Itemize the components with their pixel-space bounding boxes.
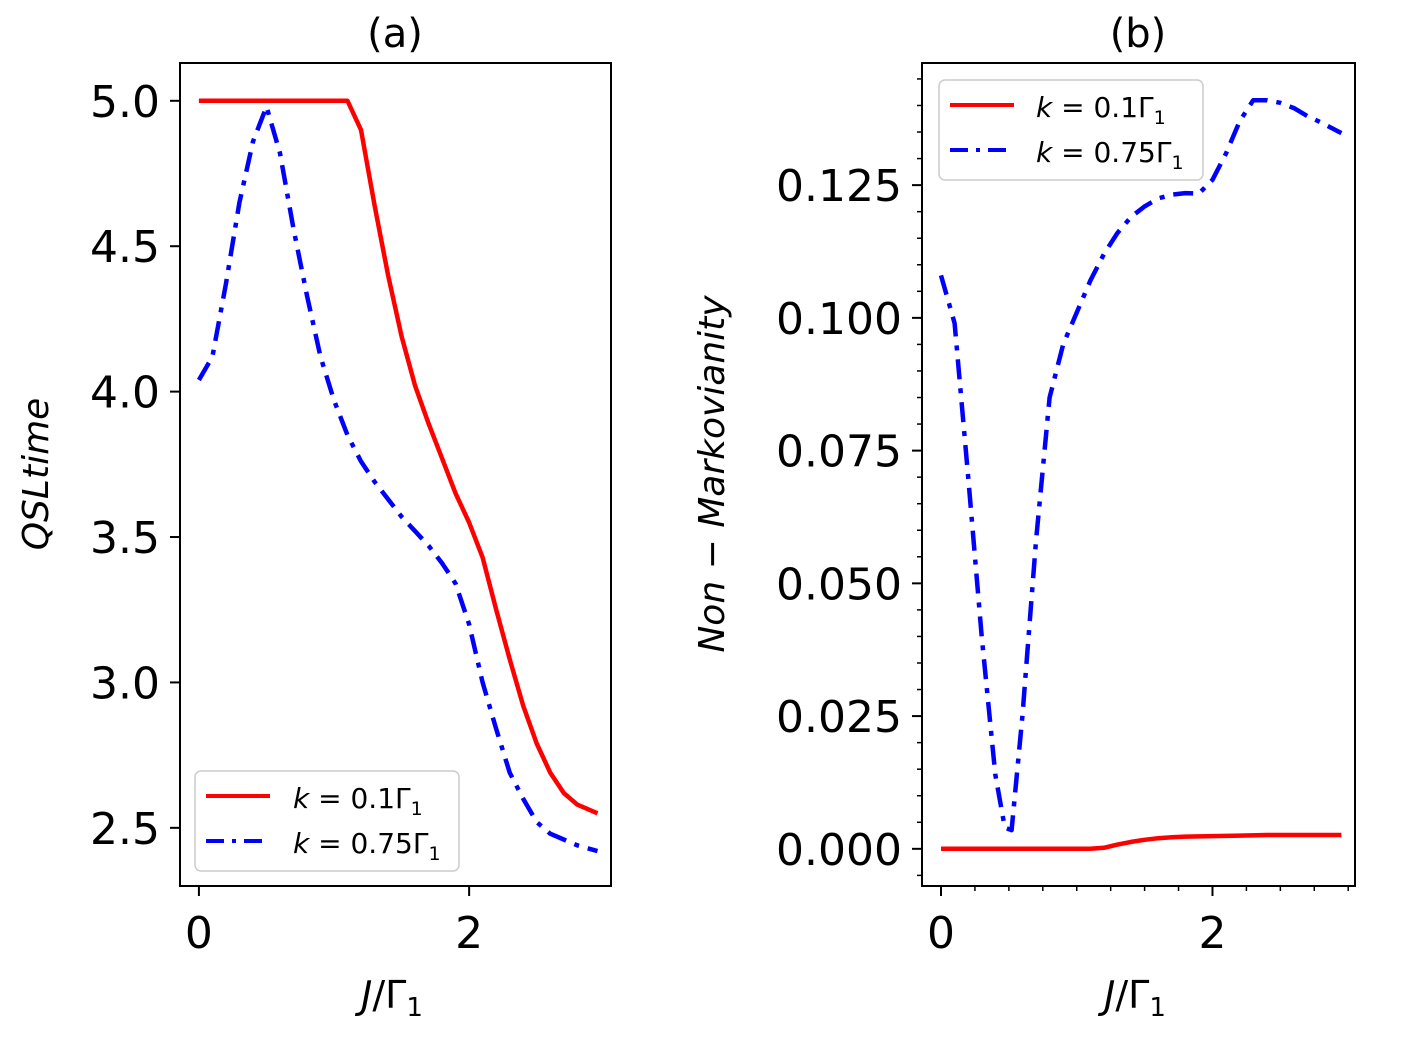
panel-a-ytick-label: 4.5	[90, 222, 160, 273]
panel-b-series-red	[941, 832, 1342, 852]
panel-b-ytick-label: 0.075	[776, 427, 902, 478]
panel-a-ytick-label: 4.0	[90, 368, 160, 419]
panel-b-title: (b)	[1110, 11, 1167, 57]
panel-a: (a) 0 2 2.5 3.0 3.5 4.0 4.5 5.0 J/Γ1 QSLtime k …	[16, 11, 612, 1023]
panel-a-title: (a)	[367, 11, 423, 57]
panel-a-xlabel: J/Γ1	[354, 973, 423, 1023]
panel-a-series-blue	[196, 104, 599, 854]
panel-b-ticks: 0 2 0.000 0.025 0.050 0.075 0.100 0.125	[776, 78, 1349, 959]
panel-b-legend: k = 0.1Γ1 k = 0.75Γ1	[938, 79, 1204, 181]
panel-a-xtick-label: 0	[185, 908, 213, 959]
panel-a-ytick-label: 3.0	[90, 658, 160, 709]
panel-a-lines	[196, 98, 599, 854]
panel-b-xlabel: J/Γ1	[1097, 973, 1166, 1023]
panel-a-legend: k = 0.1Γ1 k = 0.75Γ1	[194, 770, 460, 872]
panel-b-frame	[921, 62, 1356, 887]
panel-b-legend-label-blue: k = 0.75Γ1	[1036, 136, 1184, 174]
panel-a-legend-label-blue: k = 0.75Γ1	[293, 827, 441, 865]
panel-b-series-blue	[938, 97, 1343, 833]
panel-b-ytick-label: 0.025	[776, 692, 902, 743]
panel-b: (b) 0 2 0.000 0.025 0.050 0.075 0.100 0.125 J/Γ…	[692, 11, 1356, 1023]
panel-b-ytick-label: 0.000	[776, 825, 902, 876]
panel-a-legend-label-red: k = 0.1Γ1	[293, 782, 423, 820]
panel-a-ytick-label: 2.5	[90, 804, 160, 855]
panel-a-ticks: 0 2 2.5 3.0 3.5 4.0 4.5 5.0	[90, 77, 483, 959]
panel-b-ytick-label: 0.050	[776, 559, 902, 610]
panel-b-ytick-label: 0.100	[776, 294, 902, 345]
panel-a-frame	[179, 62, 612, 887]
panel-b-lines	[938, 97, 1343, 852]
panel-b-ylabel: Non − Markovianity	[692, 295, 733, 653]
panel-a-xtick-label: 2	[455, 908, 483, 959]
panel-b-legend-label-red: k = 0.1Γ1	[1036, 91, 1166, 129]
panel-b-ytick-label: 0.125	[776, 161, 902, 212]
panel-b-xtick-label: 2	[1198, 908, 1226, 959]
panel-a-ytick-label: 5.0	[90, 77, 160, 128]
panel-a-ylabel: QSLtime	[16, 398, 57, 551]
panel-a-ytick-label: 3.5	[90, 513, 160, 564]
panel-b-xtick-label: 0	[927, 908, 955, 959]
panel-a-series-red	[198, 98, 599, 816]
